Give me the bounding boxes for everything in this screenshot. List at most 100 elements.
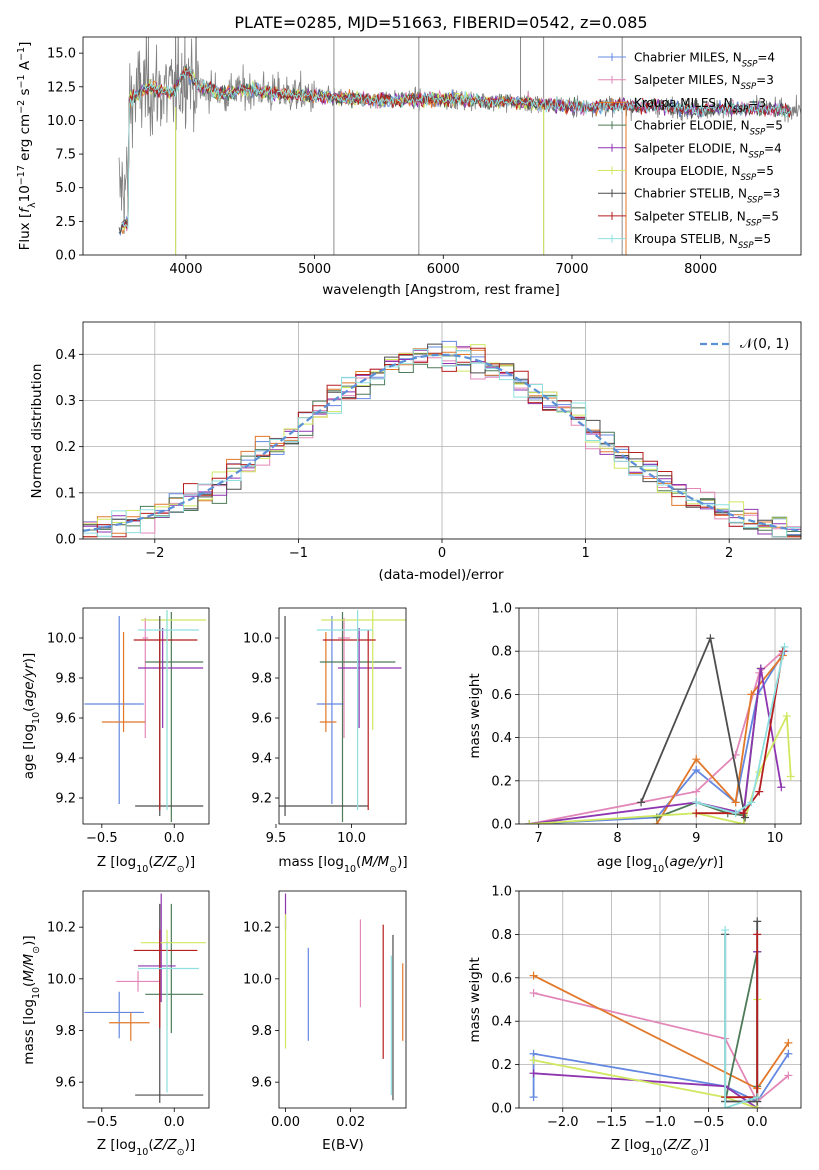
spectrum-ytick-label: 2.5 xyxy=(55,215,76,230)
series-marker xyxy=(756,664,765,673)
age-vs-Z-xlabel: Z [log10(Z/Z⊙)] xyxy=(97,854,195,875)
residuals-ylabel: Normed distribution xyxy=(29,364,45,499)
age-vs-Z-frame xyxy=(82,607,210,825)
mass-weight-vs-age-xtick-label: 7 xyxy=(535,831,543,846)
mass-vs-ebv-plot xyxy=(284,893,404,1101)
spectrum-axes: 4000 5000 6000 7000 8000 0.0 2.5 5.0 7.5 10.0 12.5… xyxy=(47,36,802,277)
residuals-ytick-label: 0.2 xyxy=(55,440,76,455)
age-vs-Z-plot xyxy=(84,610,207,822)
residuals-axes: −2 −1 0 1 2 0.0 0.1 0.2 0.3 0.4 xyxy=(55,321,802,561)
spectrum-xtick-label: 5000 xyxy=(298,262,331,277)
series-marker xyxy=(753,930,762,939)
legend-label: Salpeter ELODIE, NSSP=4 xyxy=(634,141,782,160)
mass-weight-vs-age-ytick-label: 0.4 xyxy=(491,731,512,746)
mass-vs-Z-xlabel: Z [log10(Z/Z⊙)] xyxy=(97,1137,195,1158)
age-vs-mass-ytick-label: 10.0 xyxy=(243,632,272,647)
residuals-xtick-label: 0 xyxy=(438,546,446,561)
mass-weight-vs-age-plot xyxy=(519,608,801,824)
mass-weight-vs-Z-ytick-label: 0.6 xyxy=(491,971,512,986)
age-vs-Z-ytick-label: 9.4 xyxy=(55,752,76,767)
mass-weight-vs-age-xtick-label: 10 xyxy=(767,831,784,846)
age-vs-mass-axes: 9.5 10.0 9.2 9.4 9.6 9.8 10.0 xyxy=(243,607,407,846)
series-marker xyxy=(692,798,701,807)
mass-weight-vs-age-xtick-label: 8 xyxy=(613,831,621,846)
series-marker xyxy=(731,809,740,818)
residuals-plot xyxy=(83,322,801,539)
chart-title: PLATE=0285, MJD=51663, FIBERID=0542, z=0… xyxy=(234,13,647,32)
series-marker xyxy=(692,809,701,818)
legend-label: Kroupa STELIB, NSSP=5 xyxy=(634,232,771,251)
mass-weight-vs-Z-xlabel: Z [log10(Z/Z⊙)] xyxy=(611,1137,709,1158)
mass-weight-vs-age-xlabel: age [log10(age/yr)] xyxy=(597,854,723,875)
age-vs-mass-plot xyxy=(279,610,406,822)
series-marker xyxy=(777,783,786,792)
age-vs-mass-xtick-label: 10.0 xyxy=(337,831,366,846)
mass-vs-Z-ytick-label: 10.2 xyxy=(47,921,76,936)
mass-vs-Z-ytick-label: 9.8 xyxy=(55,1024,76,1039)
mass-vs-Z-plot xyxy=(84,893,207,1103)
legend-label: 𝒩(0, 1) xyxy=(740,336,789,352)
series-line xyxy=(532,1052,790,1103)
age-vs-Z-ytick-label: 9.6 xyxy=(55,712,76,727)
spectrum-xlabel: wavelength [Angstrom, rest frame] xyxy=(322,282,560,298)
residuals-xtick-label: −1 xyxy=(289,546,308,561)
spectrum-ytick-label: 10.0 xyxy=(47,114,76,129)
mass-vs-ebv-axes: 0.00 0.02 9.6 9.8 10.0 10.2 xyxy=(243,890,407,1130)
mass-weight-vs-Z-xtick-label: −1.5 xyxy=(596,1115,628,1130)
spectrum-xtick-label: 6000 xyxy=(427,262,460,277)
series-line xyxy=(533,951,759,1108)
residuals-ytick-label: 0.3 xyxy=(55,394,76,409)
series-marker xyxy=(731,798,740,807)
series-line xyxy=(695,646,786,815)
legend-label: Chabrier MILES, NSSP=4 xyxy=(634,51,775,70)
mass-weight-vs-Z-frame xyxy=(518,890,802,1109)
series-line xyxy=(725,934,759,1099)
mass-weight-vs-Z-ytick-label: 0.4 xyxy=(491,1015,512,1030)
mass-vs-ebv-ytick-label: 9.6 xyxy=(251,1076,272,1091)
mass-weight-vs-age-axes: 7 8 9 10 0.0 0.2 0.4 0.6 0.8 1.0 xyxy=(491,602,802,846)
age-vs-mass-ytick-label: 9.8 xyxy=(251,672,272,687)
mass-vs-ebv-xlabel: E(B-V) xyxy=(322,1137,364,1153)
residuals-ytick-label: 0.4 xyxy=(55,348,76,363)
mass-weight-vs-age-ytick-label: 1.0 xyxy=(491,602,512,617)
age-vs-mass-ytick-label: 9.2 xyxy=(251,792,272,807)
series-marker xyxy=(786,772,795,781)
spectrum-ytick-label: 12.5 xyxy=(47,80,76,95)
age-vs-Z-ytick-label: 9.8 xyxy=(55,672,76,687)
spectrum-ytick-label: 15.0 xyxy=(47,47,76,62)
series-marker xyxy=(692,755,701,764)
spectrum-ytick-label: 7.5 xyxy=(55,148,76,163)
series-marker xyxy=(784,1071,793,1080)
series-marker xyxy=(529,1093,538,1102)
series-marker xyxy=(721,1104,730,1108)
residuals-xtick-label: 1 xyxy=(581,546,589,561)
mass-weight-vs-Z-ytick-label: 0.0 xyxy=(491,1102,512,1117)
series-marker xyxy=(755,787,764,796)
age-vs-mass-xlabel: mass [log10(M/M⊙)] xyxy=(278,854,407,875)
age-vs-Z-axes: −0.5 0.0 9.2 9.4 9.6 9.8 10.0 xyxy=(47,607,210,846)
mass-weight-vs-Z-xtick-label: 0.0 xyxy=(747,1115,768,1130)
mass-weight-vs-Z-xtick-label: −2.0 xyxy=(547,1115,579,1130)
mass-vs-Z-ytick-label: 10.0 xyxy=(47,972,76,987)
series-marker xyxy=(780,642,789,651)
mass-weight-vs-Z-axes: −2.0 −1.5 −1.0 −0.5 0.0 0.0 0.2 0.4 0.6 0.8 1.0 xyxy=(491,885,802,1130)
series-marker xyxy=(747,690,756,699)
series-line xyxy=(724,951,759,1102)
mass-weight-vs-age-xtick-label: 9 xyxy=(692,831,700,846)
age-vs-Z-xtick-label: 0.0 xyxy=(164,831,185,846)
legend-label: Kroupa ELODIE, NSSP=5 xyxy=(634,164,774,183)
legend-label: Chabrier ELODIE, NSSP=5 xyxy=(634,119,783,138)
mass-vs-ebv-xtick-label: 0.00 xyxy=(271,1115,300,1130)
residuals-frame xyxy=(82,321,802,540)
age-vs-mass-frame xyxy=(278,607,407,825)
mass-vs-Z-ytick-label: 9.6 xyxy=(55,1076,76,1091)
model-spectrum-line xyxy=(121,67,792,229)
age-vs-mass-xtick-label: 9.5 xyxy=(266,831,287,846)
mass-weight-vs-Z-plot xyxy=(519,891,801,1108)
series-line xyxy=(533,992,789,1103)
series-marker xyxy=(692,787,701,796)
spectrum-xtick-label: 7000 xyxy=(555,262,588,277)
series-marker xyxy=(739,809,748,818)
series-marker xyxy=(525,820,534,824)
mass-weight-vs-Z-ytick-label: 0.2 xyxy=(491,1058,512,1073)
